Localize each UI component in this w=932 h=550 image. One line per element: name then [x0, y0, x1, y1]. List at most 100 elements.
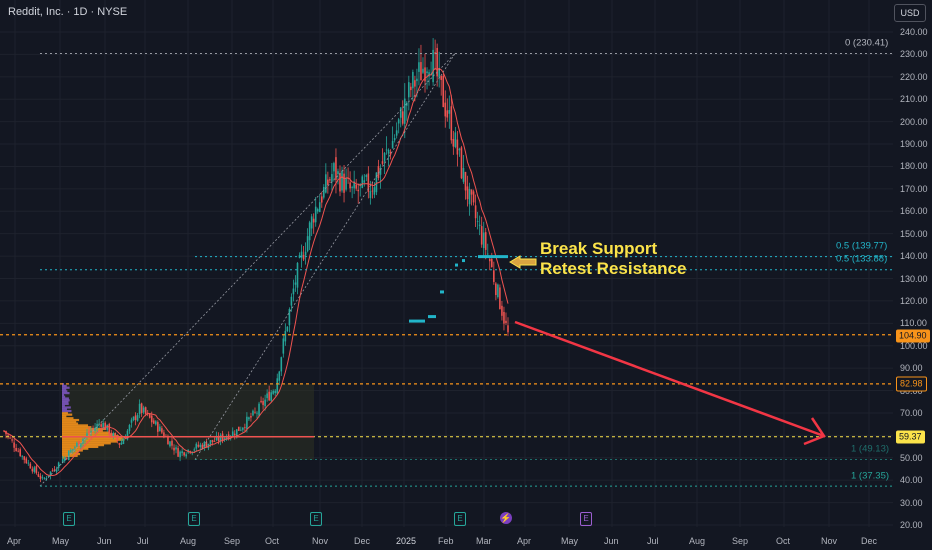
candle-body: [254, 412, 256, 413]
candle-body: [467, 186, 469, 199]
candle-body: [240, 430, 242, 431]
price-tick-label: 240.00: [900, 27, 928, 37]
price-tick-label: 140.00: [900, 251, 928, 261]
candle-body: [317, 209, 319, 211]
candle-body: [268, 392, 270, 401]
annotation-text: Break Support Retest Resistance: [540, 239, 686, 279]
time-tick-label: Apr: [7, 536, 21, 546]
candle-body: [303, 255, 305, 260]
candle-body: [262, 401, 264, 405]
candle-body: [133, 417, 135, 420]
candle-body: [471, 190, 473, 195]
candle-body: [200, 445, 202, 447]
candle-body: [250, 416, 252, 418]
candle-body: [278, 372, 280, 381]
candle-body: [246, 417, 248, 429]
candle-body: [248, 417, 250, 419]
price-tick-label: 200.00: [900, 117, 928, 127]
candle-body: [260, 401, 262, 402]
candle-body: [341, 171, 343, 191]
annotation-line-1: Break Support: [540, 239, 686, 259]
candle-body: [252, 411, 254, 416]
candle-body: [258, 404, 260, 416]
candle-body: [270, 392, 272, 400]
time-tick-label: Dec: [354, 536, 370, 546]
candle-body: [141, 403, 143, 413]
candle-body: [491, 259, 493, 267]
candle-body: [408, 82, 410, 97]
candle-body: [410, 87, 412, 90]
candle-body: [384, 153, 386, 161]
candle-body: [185, 454, 187, 456]
candle-body: [451, 106, 453, 140]
candle-body: [333, 163, 335, 171]
projection-arrow: [515, 322, 824, 436]
price-tick-label: 150.00: [900, 229, 928, 239]
time-tick-label: Jul: [647, 536, 659, 546]
price-tick-label: 170.00: [900, 184, 928, 194]
candle-body: [305, 252, 307, 256]
time-tick-label: May: [52, 536, 69, 546]
fib-label-1-a: 1 (49.13): [851, 444, 889, 455]
candle-body: [394, 138, 396, 140]
candle-body: [15, 448, 17, 451]
candle-body: [214, 441, 216, 442]
candle-body: [9, 438, 11, 439]
candle-body: [159, 427, 161, 432]
time-tick-label: Nov: [821, 536, 837, 546]
candle-body: [19, 449, 21, 456]
candle-body: [167, 437, 169, 445]
split-event-icon[interactable]: ⚡: [500, 512, 512, 524]
price-tick-label: 160.00: [900, 206, 928, 216]
time-tick-label: Mar: [476, 536, 492, 546]
candle-body: [453, 139, 455, 146]
candle-body: [483, 233, 485, 248]
candle-body: [459, 149, 461, 151]
earnings-marker[interactable]: E: [454, 512, 466, 526]
candle-body: [210, 440, 212, 444]
price-tick-label: 50.00: [900, 453, 923, 463]
candle-body: [404, 99, 406, 124]
candle-body: [400, 107, 402, 117]
earnings-marker[interactable]: E: [63, 512, 75, 526]
currency-button[interactable]: USD: [894, 4, 926, 22]
candle-body: [108, 424, 110, 435]
time-tick-label: Dec: [861, 536, 877, 546]
candle-body: [7, 435, 9, 436]
candle-body: [179, 452, 181, 458]
earnings-marker[interactable]: E: [188, 512, 200, 526]
price-tick-label: 190.00: [900, 139, 928, 149]
price-tag-83: 82.98: [896, 377, 927, 392]
candle-body: [297, 263, 299, 288]
candle-body: [366, 175, 368, 177]
candle-body: [477, 221, 479, 222]
candle-body: [36, 466, 38, 473]
candle-body: [309, 222, 311, 240]
candle-body: [232, 431, 234, 436]
candle-body: [274, 391, 276, 393]
candle-body: [151, 416, 153, 423]
candle-body: [121, 443, 123, 445]
candle-body: [110, 433, 112, 436]
earnings-marker[interactable]: E: [580, 512, 592, 526]
candle-body: [104, 423, 106, 430]
candle-body: [461, 147, 463, 178]
candle-body: [361, 176, 363, 188]
candle-body: [96, 424, 98, 429]
price-tick-label: 110.00: [900, 318, 927, 328]
candle-body: [382, 161, 384, 164]
time-tick-label: May: [561, 536, 578, 546]
candle-body: [100, 424, 102, 427]
candle-body: [149, 414, 151, 418]
price-tick-label: 130.00: [900, 274, 928, 284]
earnings-marker[interactable]: E: [310, 512, 322, 526]
candle-body: [432, 50, 434, 82]
candle-body: [313, 219, 315, 223]
price-tick-label: 20.00: [900, 520, 923, 530]
price-tick-label: 40.00: [900, 475, 923, 485]
candle-body: [412, 72, 414, 88]
candle-body: [390, 152, 392, 154]
candle-body: [23, 456, 25, 460]
candle-body: [123, 439, 125, 444]
